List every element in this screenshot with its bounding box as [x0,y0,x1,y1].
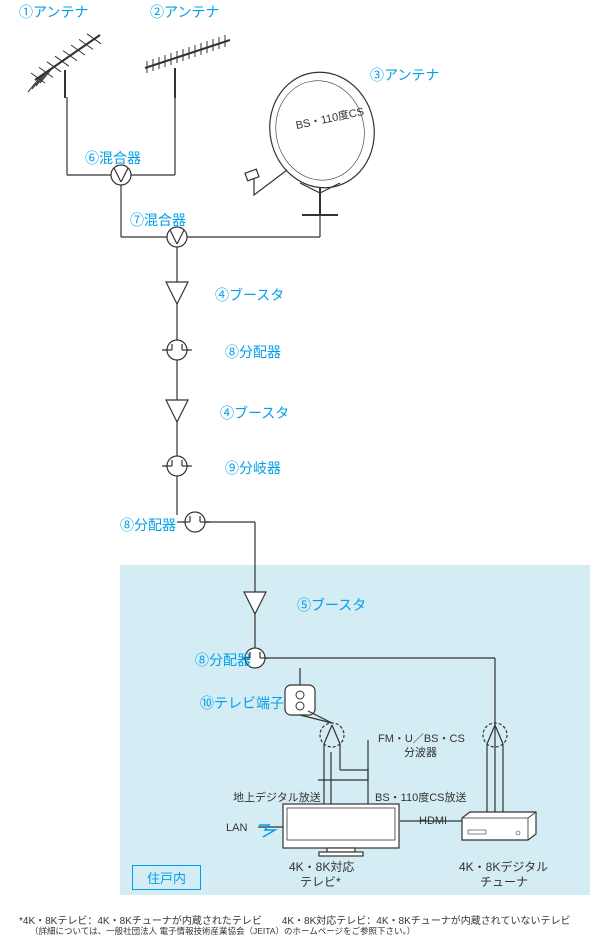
label-mixer6: ⑥混合器 [85,148,141,168]
label-booster5: ⑤ブースタ [297,595,366,615]
footnote-2: （詳細については、一般社団法人 電子情報技術産業協会（JEITA）のホームページ… [30,925,415,937]
diagram-svg [0,0,600,952]
text-tv4k8k2: テレビ* [300,873,341,890]
text-terrestrial: 地上デジタル放送 [233,789,321,805]
text-bunpa2: 分波器 [404,744,437,760]
label-tvterm10: ⑩テレビ端子 [200,693,284,713]
label-booster4a: ④ブースタ [215,285,284,305]
label-mixer7: ⑦混合器 [130,210,186,230]
label-splitter8c: ⑧分配器 [195,650,251,670]
label-antenna1: ①アンテナ [19,2,88,22]
text-bscs: BS・110度CS放送 [375,789,467,805]
text-hdmi: HDMI [419,815,447,827]
text-lan: LAN [226,822,247,834]
label-antenna3: ③アンテナ [370,65,439,85]
label-antenna2: ②アンテナ [150,2,219,22]
label-branch9: ⑨分岐器 [225,458,281,478]
label-booster4b: ④ブースタ [220,403,289,423]
label-splitter8b: ⑧分配器 [120,515,176,535]
label-splitter8a: ⑧分配器 [225,342,281,362]
zone-label: 住戸内 [132,865,201,890]
text-tuner2: チューナ [480,873,528,890]
